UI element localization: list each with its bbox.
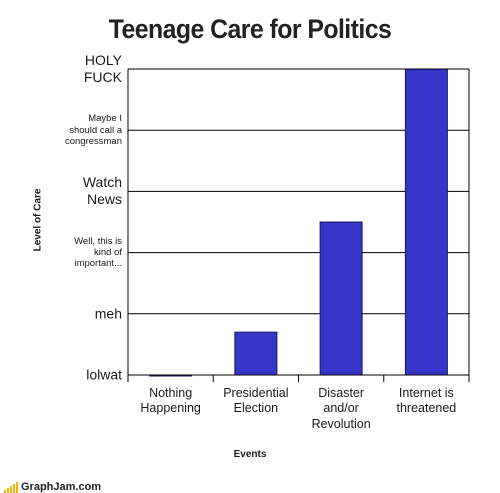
bar bbox=[234, 331, 278, 376]
y-tick-label: HOLY FUCK bbox=[83, 52, 122, 85]
x-tick-label: Disaster and/or Revolution bbox=[311, 386, 371, 431]
footer: GraphJam.com bbox=[4, 479, 101, 493]
graphjam-logo-icon bbox=[4, 481, 18, 493]
x-tick-label: Presidential Election bbox=[223, 386, 289, 416]
x-tick-label: Internet is threatened bbox=[396, 386, 457, 416]
chart-title: Teenage Care for Politics bbox=[108, 14, 392, 44]
bars bbox=[149, 68, 448, 377]
y-tick-label: meh bbox=[94, 305, 122, 322]
bar bbox=[319, 221, 363, 376]
bar bbox=[404, 68, 448, 376]
y-tick-label: lolwat bbox=[86, 366, 122, 383]
y-tick-label: Well, this is kind of important... bbox=[74, 235, 122, 270]
footer-site-link[interactable]: GraphJam.com bbox=[21, 481, 102, 493]
x-tick-label: Nothing Happening bbox=[140, 386, 201, 416]
y-tick-label: Watch News bbox=[82, 174, 122, 208]
x-axis-label: Events bbox=[233, 449, 267, 460]
axes bbox=[127, 68, 470, 382]
